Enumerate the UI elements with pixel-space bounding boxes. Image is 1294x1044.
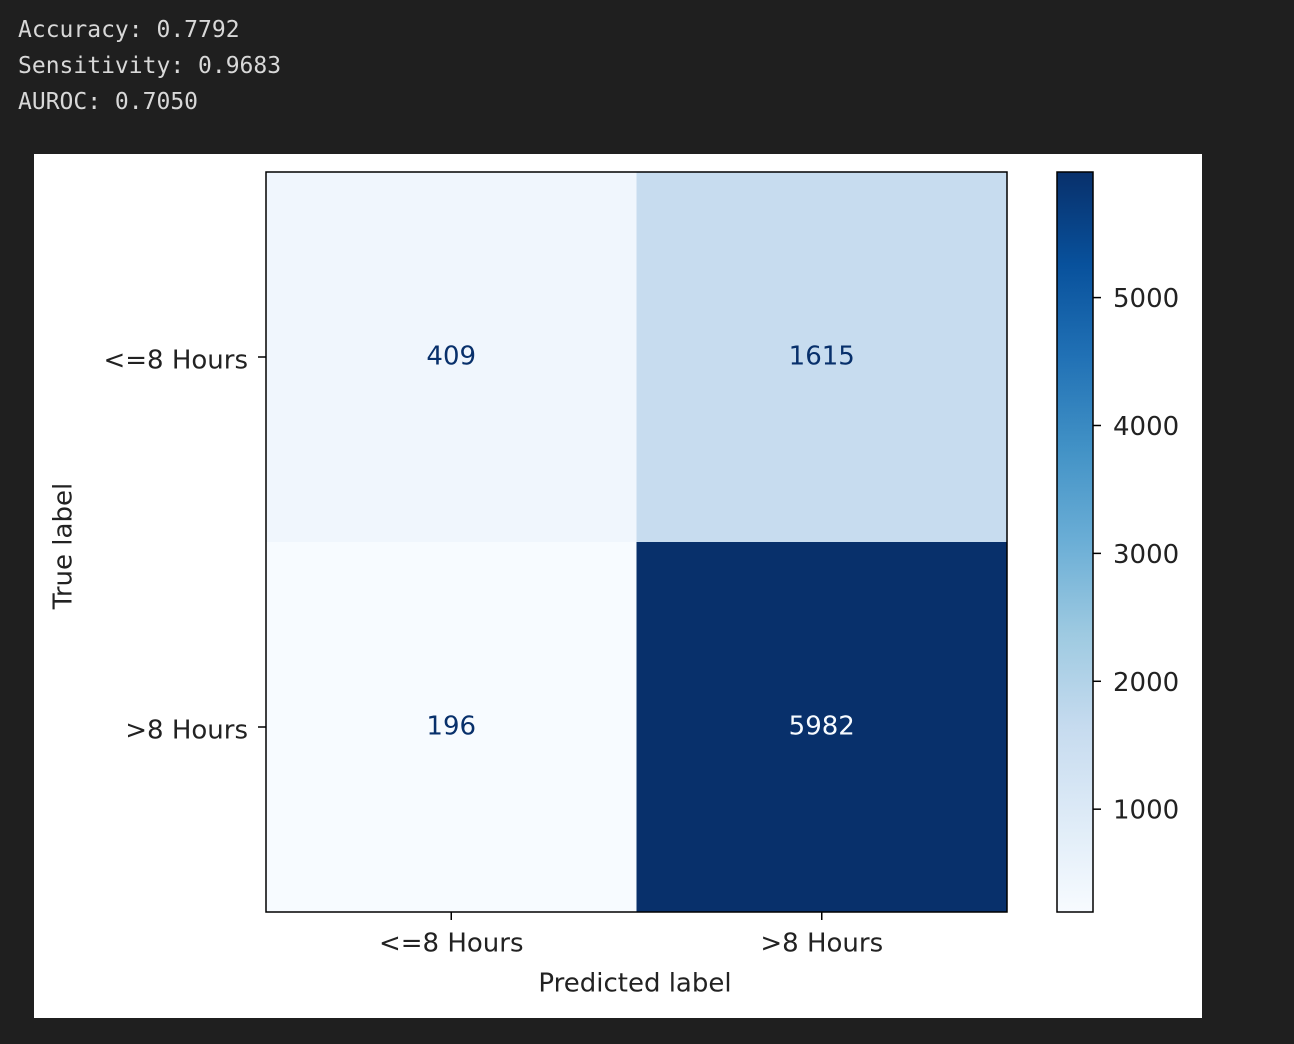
colorbar-tick-label: 1000 [1113,796,1179,826]
cell-label: 5982 [789,712,855,742]
colorbar-tick-label: 2000 [1113,668,1179,698]
cell-label: 409 [426,342,476,372]
y-tick-label: >8 Hours [125,716,248,746]
y-axis-label: True label [49,483,79,610]
colorbar-tick-label: 5000 [1113,284,1179,314]
heatmap-cell [266,172,637,543]
cell-label: 196 [426,712,476,742]
cell-output: Accuracy: 0.7792 Sensitivity: 0.9683 AUR… [18,12,281,120]
plot-frame [265,171,1008,913]
x-axis-label: Predicted label [538,969,731,999]
output-line: Accuracy: 0.7792 [18,17,240,43]
heatmap-cell [636,172,1008,543]
colorbar-tick-label: 4000 [1113,412,1179,442]
cell-label: 1615 [789,342,855,372]
heatmap-cell [636,542,1008,913]
x-tick-label: >8 Hours [760,929,883,959]
x-tick-label: <=8 Hours [379,929,524,959]
output-line: AUROC: 0.7050 [18,89,199,115]
y-tick-label: <=8 Hours [103,346,248,376]
heatmap-cell [266,542,637,913]
colorbar [1056,171,1094,913]
output-line: Sensitivity: 0.9683 [18,53,282,79]
colorbar-tick-label: 3000 [1113,540,1179,570]
